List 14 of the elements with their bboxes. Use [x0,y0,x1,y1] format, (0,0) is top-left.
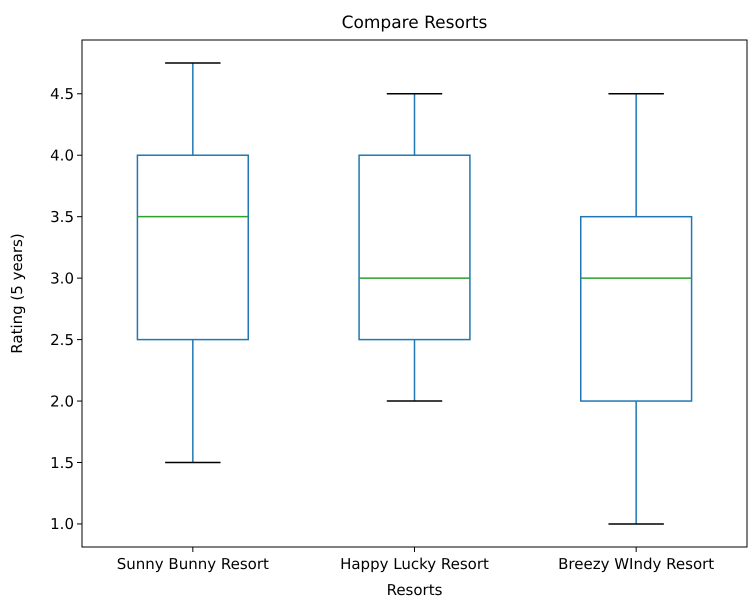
y-tick-label: 1.0 [50,515,74,534]
y-tick-label: 3.5 [50,208,74,226]
y-tick-label: 1.5 [50,454,74,472]
y-axis-title: Rating (5 years) [8,233,26,354]
y-tick-label: 3.0 [50,269,74,288]
chart-title: Compare Resorts [342,13,488,33]
y-tick-label: 2.0 [50,392,74,410]
x-axis-title: Resorts [386,581,443,599]
y-tick-label: 4.0 [50,146,74,164]
x-tick-label: Happy Lucky Resort [340,555,490,573]
y-tick-label: 4.5 [50,85,74,104]
y-tick-label: 2.5 [50,330,74,349]
x-tick-label: Breezy WIndy Resort [558,555,714,573]
x-tick-label: Sunny Bunny Resort [116,555,270,573]
